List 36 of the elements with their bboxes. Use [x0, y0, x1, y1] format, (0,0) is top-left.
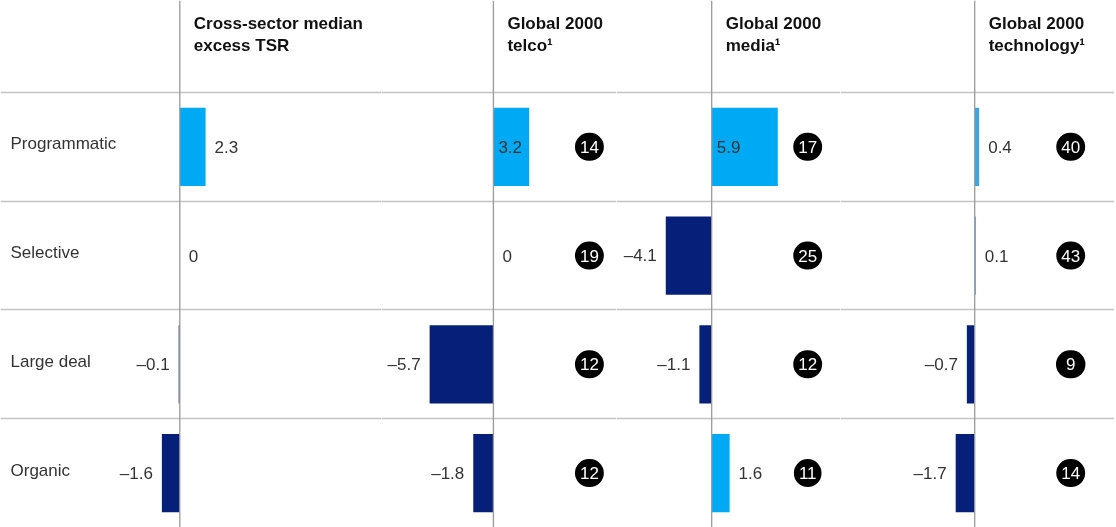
- text: Global 2000 technology¹: [988, 13, 1086, 56]
- annotation: 14: [579, 137, 599, 157]
- data-label: 2.3: [214, 137, 239, 157]
- data-label: 0.1: [984, 246, 1009, 266]
- y-tick-label: Large deal: [10, 351, 91, 371]
- y-tick-label: Programmatic: [10, 134, 117, 154]
- data-label: –1.6: [119, 463, 153, 483]
- annotation: 12: [798, 355, 818, 375]
- annotation: 43: [1061, 246, 1081, 266]
- data-label: 5.9: [716, 137, 741, 157]
- annotation: 11: [798, 464, 817, 484]
- data-label: –4.1: [623, 246, 657, 266]
- data-label: –0.1: [136, 354, 170, 374]
- data-label: 0: [502, 246, 512, 266]
- data-label: 3.2: [498, 137, 523, 157]
- text: Global 2000 media¹: [725, 13, 822, 56]
- data-label: –1.8: [431, 463, 465, 483]
- data-label: 1.6: [738, 464, 763, 484]
- data-label: 0.4: [988, 137, 1012, 157]
- annotation: 40: [1061, 137, 1081, 157]
- annotation: 17: [798, 137, 818, 157]
- text: Cross-sector median excess TSR: [193, 13, 363, 56]
- data-label: –5.7: [387, 354, 421, 374]
- data-label: –1.1: [657, 354, 691, 374]
- annotation: 25: [798, 246, 818, 266]
- data-label: 0: [188, 246, 199, 266]
- data-label: –1.7: [913, 463, 947, 483]
- annotation: 12: [579, 464, 599, 484]
- annotation: 19: [579, 246, 599, 266]
- y-tick-label: Selective: [10, 243, 80, 263]
- annotation: 12: [579, 355, 599, 375]
- annotation: 14: [1061, 464, 1081, 484]
- text: Global 2000 telco¹: [507, 13, 603, 56]
- data-label: –0.7: [924, 354, 958, 374]
- y-tick-label: Organic: [10, 460, 71, 480]
- annotation: 9: [1065, 355, 1076, 375]
